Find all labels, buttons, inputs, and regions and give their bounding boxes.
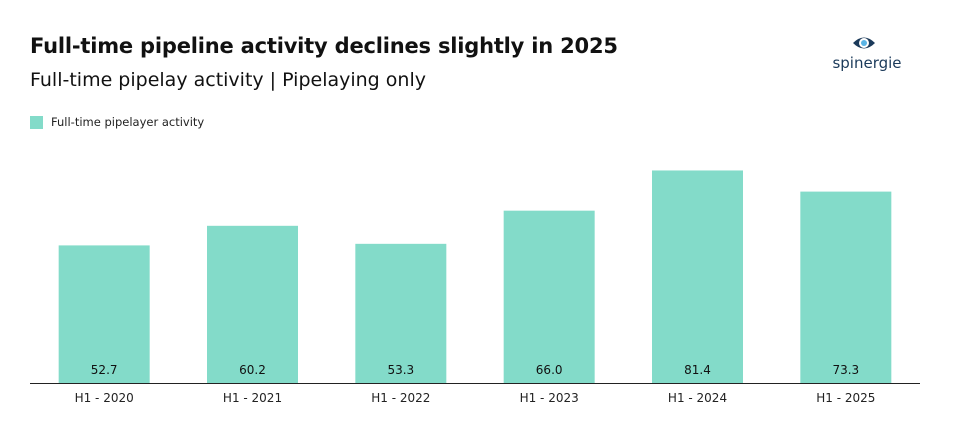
bar bbox=[503, 210, 595, 383]
bar bbox=[58, 245, 150, 383]
legend-label: Full-time pipelayer activity bbox=[51, 115, 205, 129]
data-label: 81.4 bbox=[684, 363, 711, 377]
eye-icon bbox=[853, 37, 875, 49]
legend: Full-time pipelayer activity bbox=[30, 115, 204, 129]
bar bbox=[207, 225, 298, 383]
legend-swatch bbox=[30, 115, 43, 129]
x-tick-label: H1 - 2025 bbox=[816, 391, 875, 405]
data-label: 60.2 bbox=[239, 363, 266, 377]
bar bbox=[652, 170, 743, 383]
data-label: 73.3 bbox=[832, 363, 859, 377]
x-tick-label: H1 - 2021 bbox=[223, 391, 282, 405]
x-tick-label: H1 - 2020 bbox=[75, 391, 134, 405]
data-label: 52.7 bbox=[91, 363, 118, 377]
x-tick-label: H1 - 2022 bbox=[371, 391, 430, 405]
bar bbox=[800, 191, 892, 383]
data-label: 66.0 bbox=[536, 363, 563, 377]
bar bbox=[355, 243, 447, 383]
x-tick-label: H1 - 2024 bbox=[668, 391, 727, 405]
chart-subtitle: Full-time pipelay activity | Pipelaying … bbox=[30, 69, 426, 91]
brand-logo: spinergie bbox=[822, 34, 912, 74]
chart-title: Full-time pipeline activity declines sli… bbox=[30, 34, 618, 58]
x-tick-label: H1 - 2023 bbox=[520, 391, 579, 405]
data-label: 53.3 bbox=[387, 363, 414, 377]
logo-wordmark: spinergie bbox=[832, 54, 902, 72]
